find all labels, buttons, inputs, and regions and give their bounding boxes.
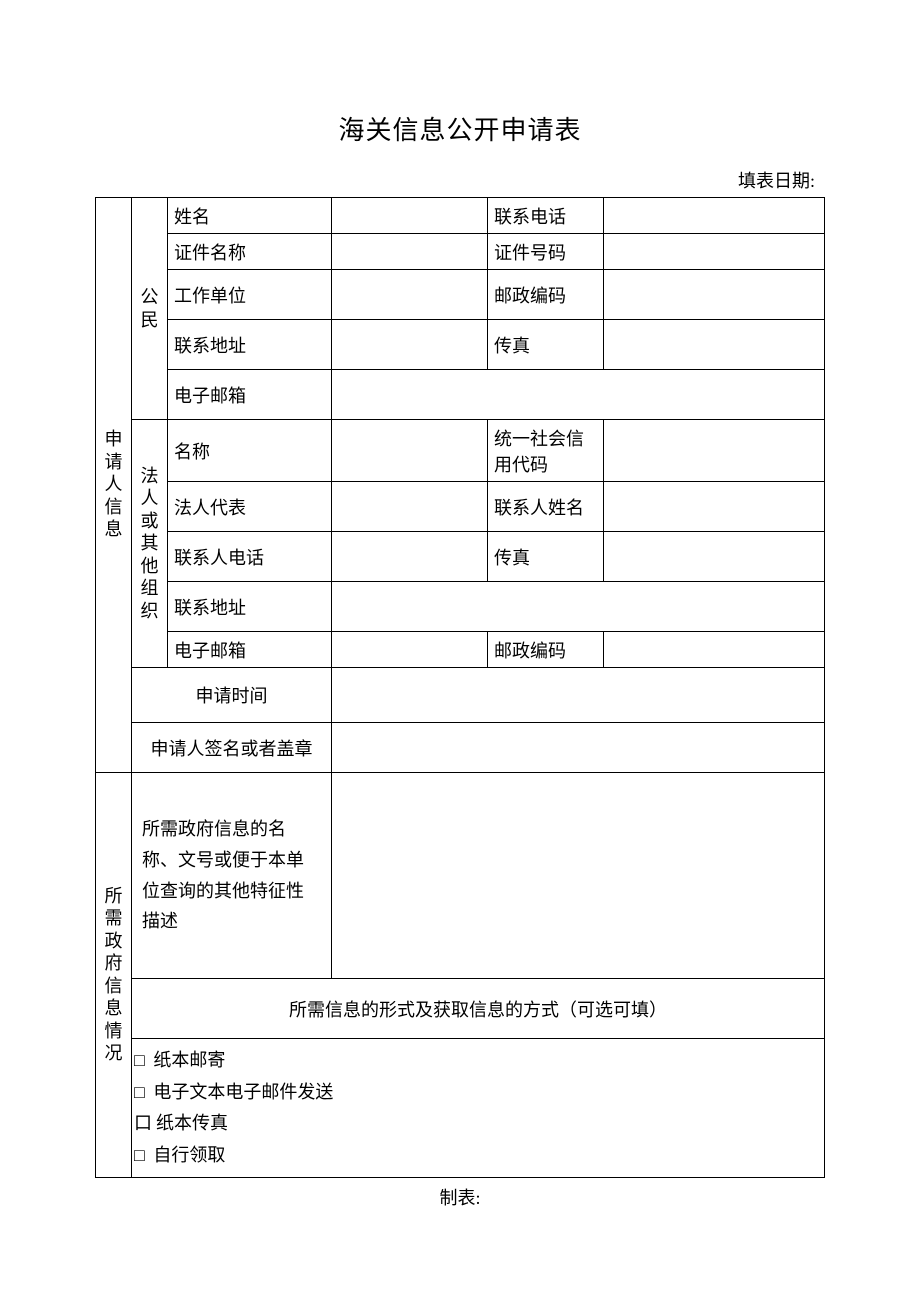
section1-header: 申请人信息 bbox=[96, 198, 132, 773]
citizen-idno-value[interactable] bbox=[604, 234, 825, 270]
citizen-idno-label: 证件号码 bbox=[488, 234, 604, 270]
format-header: 所需信息的形式及获取信息的方式（可选可填） bbox=[132, 979, 825, 1039]
org-contactphone-label: 联系人电话 bbox=[168, 532, 332, 582]
info-desc-label: 所需政府信息的名称、文号或便于本单位查询的其他特征性描述 bbox=[132, 773, 332, 979]
org-header: 法人或其他组织 bbox=[132, 420, 168, 668]
checkbox-icon: □ bbox=[134, 1050, 145, 1070]
org-legalrep-value[interactable] bbox=[332, 482, 488, 532]
org-zip-value[interactable] bbox=[604, 632, 825, 668]
page-title: 海关信息公开申请表 bbox=[95, 110, 825, 147]
checkbox-icon: □ bbox=[134, 1145, 145, 1165]
org-addr-label: 联系地址 bbox=[168, 582, 332, 632]
citizen-addr-value[interactable] bbox=[332, 320, 488, 370]
org-uscc-value[interactable] bbox=[604, 420, 825, 482]
org-fax-value[interactable] bbox=[604, 532, 825, 582]
org-email-value[interactable] bbox=[332, 632, 488, 668]
citizen-addr-label: 联系地址 bbox=[168, 320, 332, 370]
org-contactname-label: 联系人姓名 bbox=[488, 482, 604, 532]
org-email-label: 电子邮箱 bbox=[168, 632, 332, 668]
option-fax[interactable]: 口纸本传真 bbox=[134, 1108, 822, 1140]
citizen-fax-label: 传真 bbox=[488, 320, 604, 370]
citizen-phone-label: 联系电话 bbox=[488, 198, 604, 234]
citizen-fax-value[interactable] bbox=[604, 320, 825, 370]
org-uscc-label: 统一社会信用代码 bbox=[488, 420, 604, 482]
checkbox-icon: □ bbox=[134, 1082, 145, 1102]
org-addr-value[interactable] bbox=[332, 582, 825, 632]
org-fax-label: 传真 bbox=[488, 532, 604, 582]
citizen-workunit-label: 工作单位 bbox=[168, 270, 332, 320]
org-zip-label: 邮政编码 bbox=[488, 632, 604, 668]
fill-date-label: 填表日期: bbox=[95, 167, 825, 193]
citizen-email-value[interactable] bbox=[332, 370, 825, 420]
option-email[interactable]: □ 电子文本电子邮件发送 bbox=[134, 1077, 822, 1109]
info-desc-value[interactable] bbox=[332, 773, 825, 979]
citizen-name-label: 姓名 bbox=[168, 198, 332, 234]
application-form-table: 申请人信息 公民 姓名 联系电话 证件名称 证件号码 工作单位 邮政编码 联系地… bbox=[95, 197, 825, 1178]
checkbox-icon: 口 bbox=[134, 1113, 152, 1133]
org-contactname-value[interactable] bbox=[604, 482, 825, 532]
signature-value[interactable] bbox=[332, 723, 825, 773]
citizen-header: 公民 bbox=[132, 198, 168, 420]
option-paper-mail[interactable]: □ 纸本邮寄 bbox=[134, 1045, 822, 1077]
apply-time-label: 申请时间 bbox=[132, 668, 332, 723]
org-name-label: 名称 bbox=[168, 420, 332, 482]
org-legalrep-label: 法人代表 bbox=[168, 482, 332, 532]
citizen-phone-value[interactable] bbox=[604, 198, 825, 234]
citizen-email-label: 电子邮箱 bbox=[168, 370, 332, 420]
citizen-zip-label: 邮政编码 bbox=[488, 270, 604, 320]
citizen-workunit-value[interactable] bbox=[332, 270, 488, 320]
apply-time-value[interactable] bbox=[332, 668, 825, 723]
section2-header: 所需政府信息情况 bbox=[96, 773, 132, 1178]
citizen-idname-label: 证件名称 bbox=[168, 234, 332, 270]
citizen-idname-value[interactable] bbox=[332, 234, 488, 270]
citizen-name-value[interactable] bbox=[332, 198, 488, 234]
citizen-zip-value[interactable] bbox=[604, 270, 825, 320]
org-contactphone-value[interactable] bbox=[332, 532, 488, 582]
options-cell: □ 纸本邮寄 □ 电子文本电子邮件发送 口纸本传真 □ 自行领取 bbox=[132, 1039, 825, 1178]
org-name-value[interactable] bbox=[332, 420, 488, 482]
footer-label: 制表: bbox=[95, 1184, 825, 1210]
option-pickup[interactable]: □ 自行领取 bbox=[134, 1140, 822, 1172]
signature-label: 申请人签名或者盖章 bbox=[132, 723, 332, 773]
